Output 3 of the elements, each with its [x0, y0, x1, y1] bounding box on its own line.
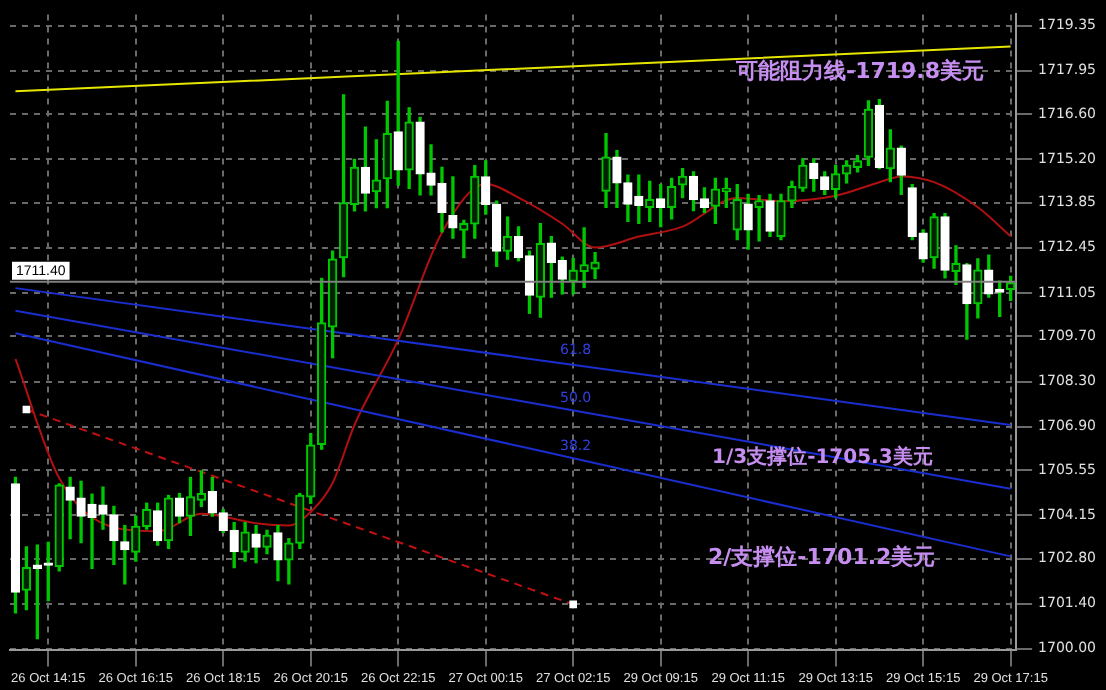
candlestick — [754, 195, 764, 242]
annotation: 2/支撑位-1701.2美元 — [708, 543, 936, 570]
annotation: 可能阻力线-1719.8美元 — [733, 57, 985, 84]
